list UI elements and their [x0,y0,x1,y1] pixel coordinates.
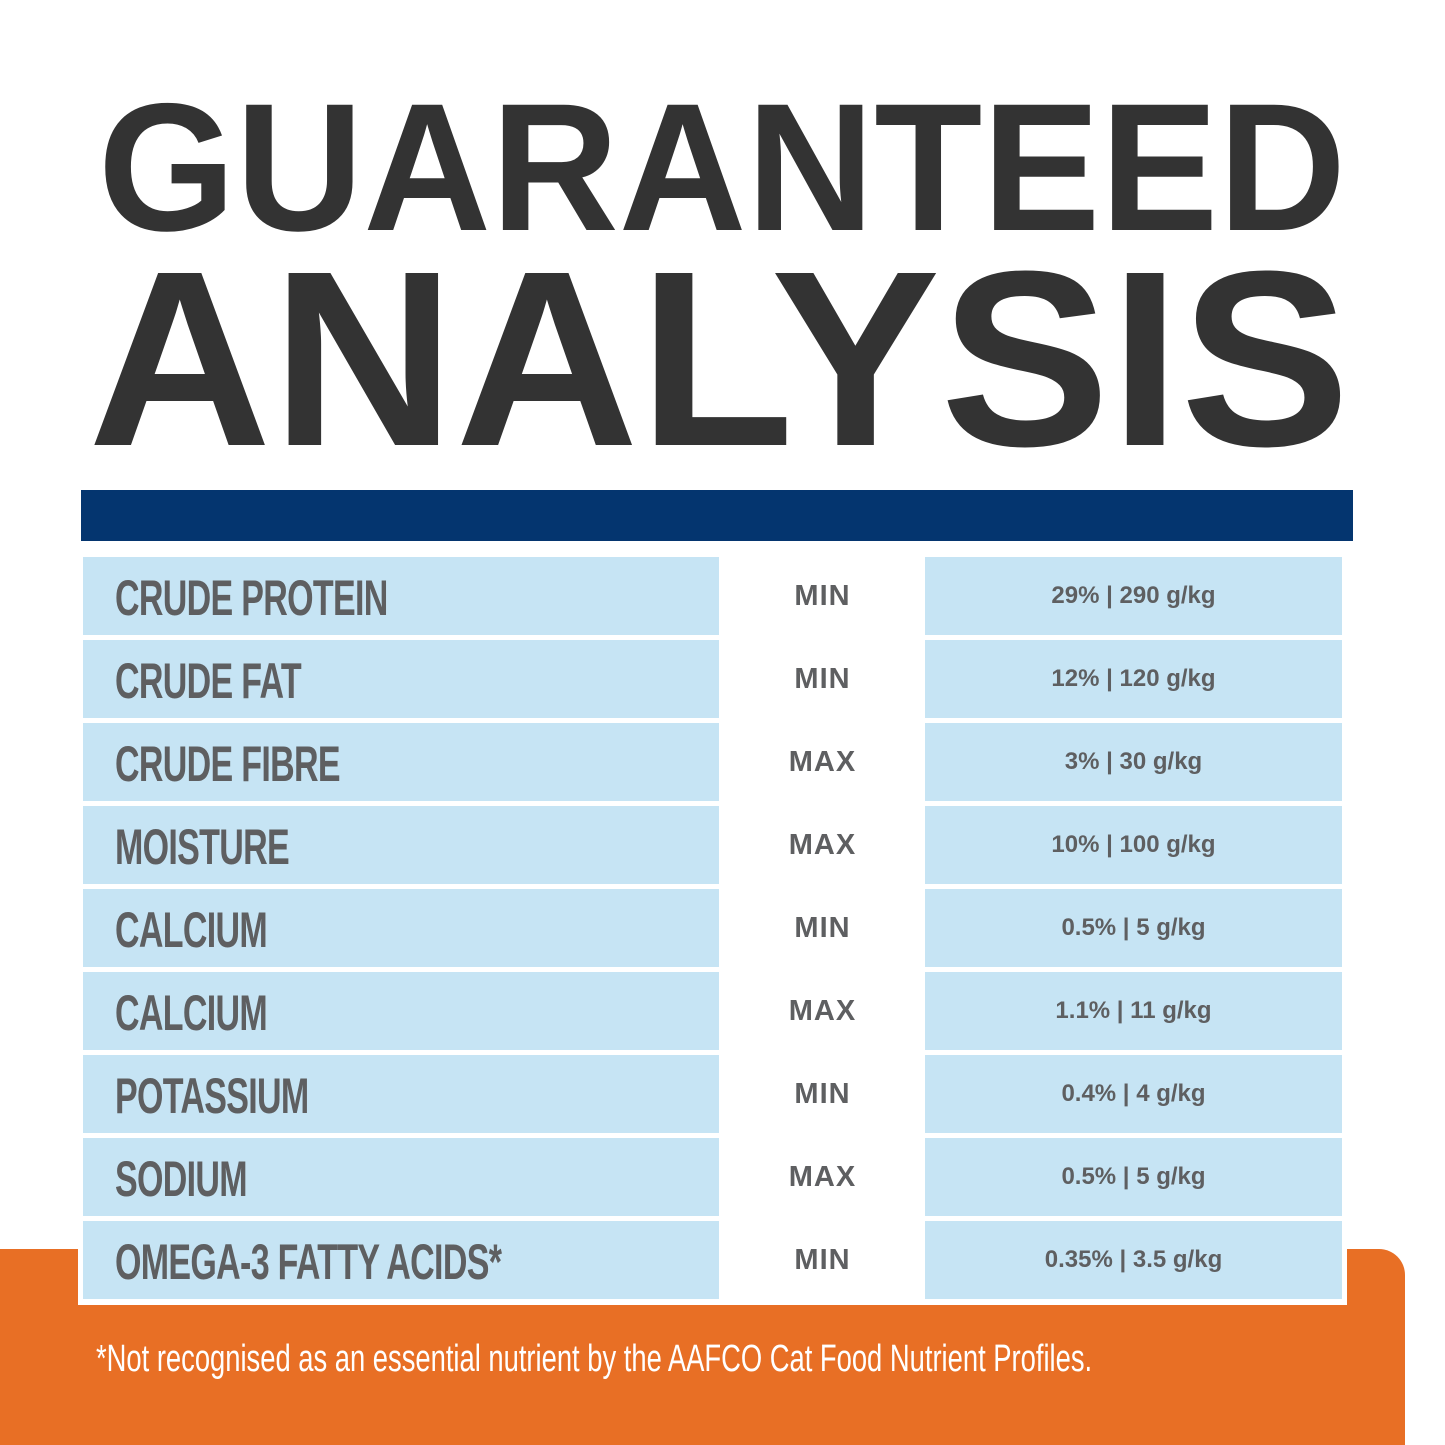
nutrient-name: MOISTURE [115,819,290,875]
title-line-1: GUARANTEED [98,65,1346,269]
table-row: CALCIUM MAX 1.1% | 11 g/kg [83,972,1342,1050]
min-max-label: MAX [788,994,857,1027]
table-row: CRUDE FIBRE MAX 3% | 30 g/kg [83,723,1342,801]
footnote: *Not recognised as an essential nutrient… [96,1338,1093,1380]
nutrient-cell: CALCIUM [83,972,719,1050]
nutrient-value: 0.5% | 5 g/kg [925,1138,1342,1216]
min-max-label: MIN [794,1243,851,1276]
nutrient-cell: CRUDE PROTEIN [83,557,719,635]
table-row: CALCIUM MIN 0.5% | 5 g/kg [83,889,1342,967]
nutrient-value: 3% | 30 g/kg [925,723,1342,801]
header-bar [81,490,1353,541]
nutrient-name: CRUDE FIBRE [115,736,341,792]
min-max-label: MIN [794,911,851,944]
nutrient-name: OMEGA-3 FATTY ACIDS* [115,1234,502,1290]
table-row: CRUDE FAT MIN 12% | 120 g/kg [83,640,1342,718]
table-row: MOISTURE MAX 10% | 100 g/kg [83,806,1342,884]
nutrient-name: CALCIUM [115,985,268,1041]
nutrient-cell: CRUDE FAT [83,640,719,718]
min-max-label: MAX [788,745,857,778]
nutrient-cell: MOISTURE [83,806,719,884]
nutrient-name: CALCIUM [115,902,268,958]
nutrient-value: 1.1% | 11 g/kg [925,972,1342,1050]
nutrient-name: SODIUM [115,1151,248,1207]
min-max-label: MIN [794,579,851,612]
nutrient-cell: OMEGA-3 FATTY ACIDS* [83,1221,719,1299]
min-max-label: MIN [794,1077,851,1110]
nutrient-name: CRUDE PROTEIN [115,570,388,626]
min-max-label: MAX [788,828,857,861]
nutrient-value: 29% | 290 g/kg [925,557,1342,635]
nutrient-value: 0.35% | 3.5 g/kg [925,1221,1342,1299]
nutrient-cell: CALCIUM [83,889,719,967]
title-line-2: ANALYSIS [88,219,1350,470]
nutrient-cell: POTASSIUM [83,1055,719,1133]
nutrient-value: 0.4% | 4 g/kg [925,1055,1342,1133]
nutrient-value: 0.5% | 5 g/kg [925,889,1342,967]
min-max-label: MIN [794,662,851,695]
page-title: GUARANTEED ANALYSIS [88,65,1350,470]
nutrient-value: 12% | 120 g/kg [925,640,1342,718]
nutrient-name: POTASSIUM [115,1068,309,1124]
table-row: SODIUM MAX 0.5% | 5 g/kg [83,1138,1342,1216]
table-row: CRUDE PROTEIN MIN 29% | 290 g/kg [83,557,1342,635]
nutrient-cell: CRUDE FIBRE [83,723,719,801]
table-row: OMEGA-3 FATTY ACIDS* MIN 0.35% | 3.5 g/k… [83,1221,1342,1299]
table-row: POTASSIUM MIN 0.4% | 4 g/kg [83,1055,1342,1133]
nutrient-value: 10% | 100 g/kg [925,806,1342,884]
nutrient-cell: SODIUM [83,1138,719,1216]
nutrient-name: CRUDE FAT [115,653,302,709]
min-max-label: MAX [788,1160,857,1193]
